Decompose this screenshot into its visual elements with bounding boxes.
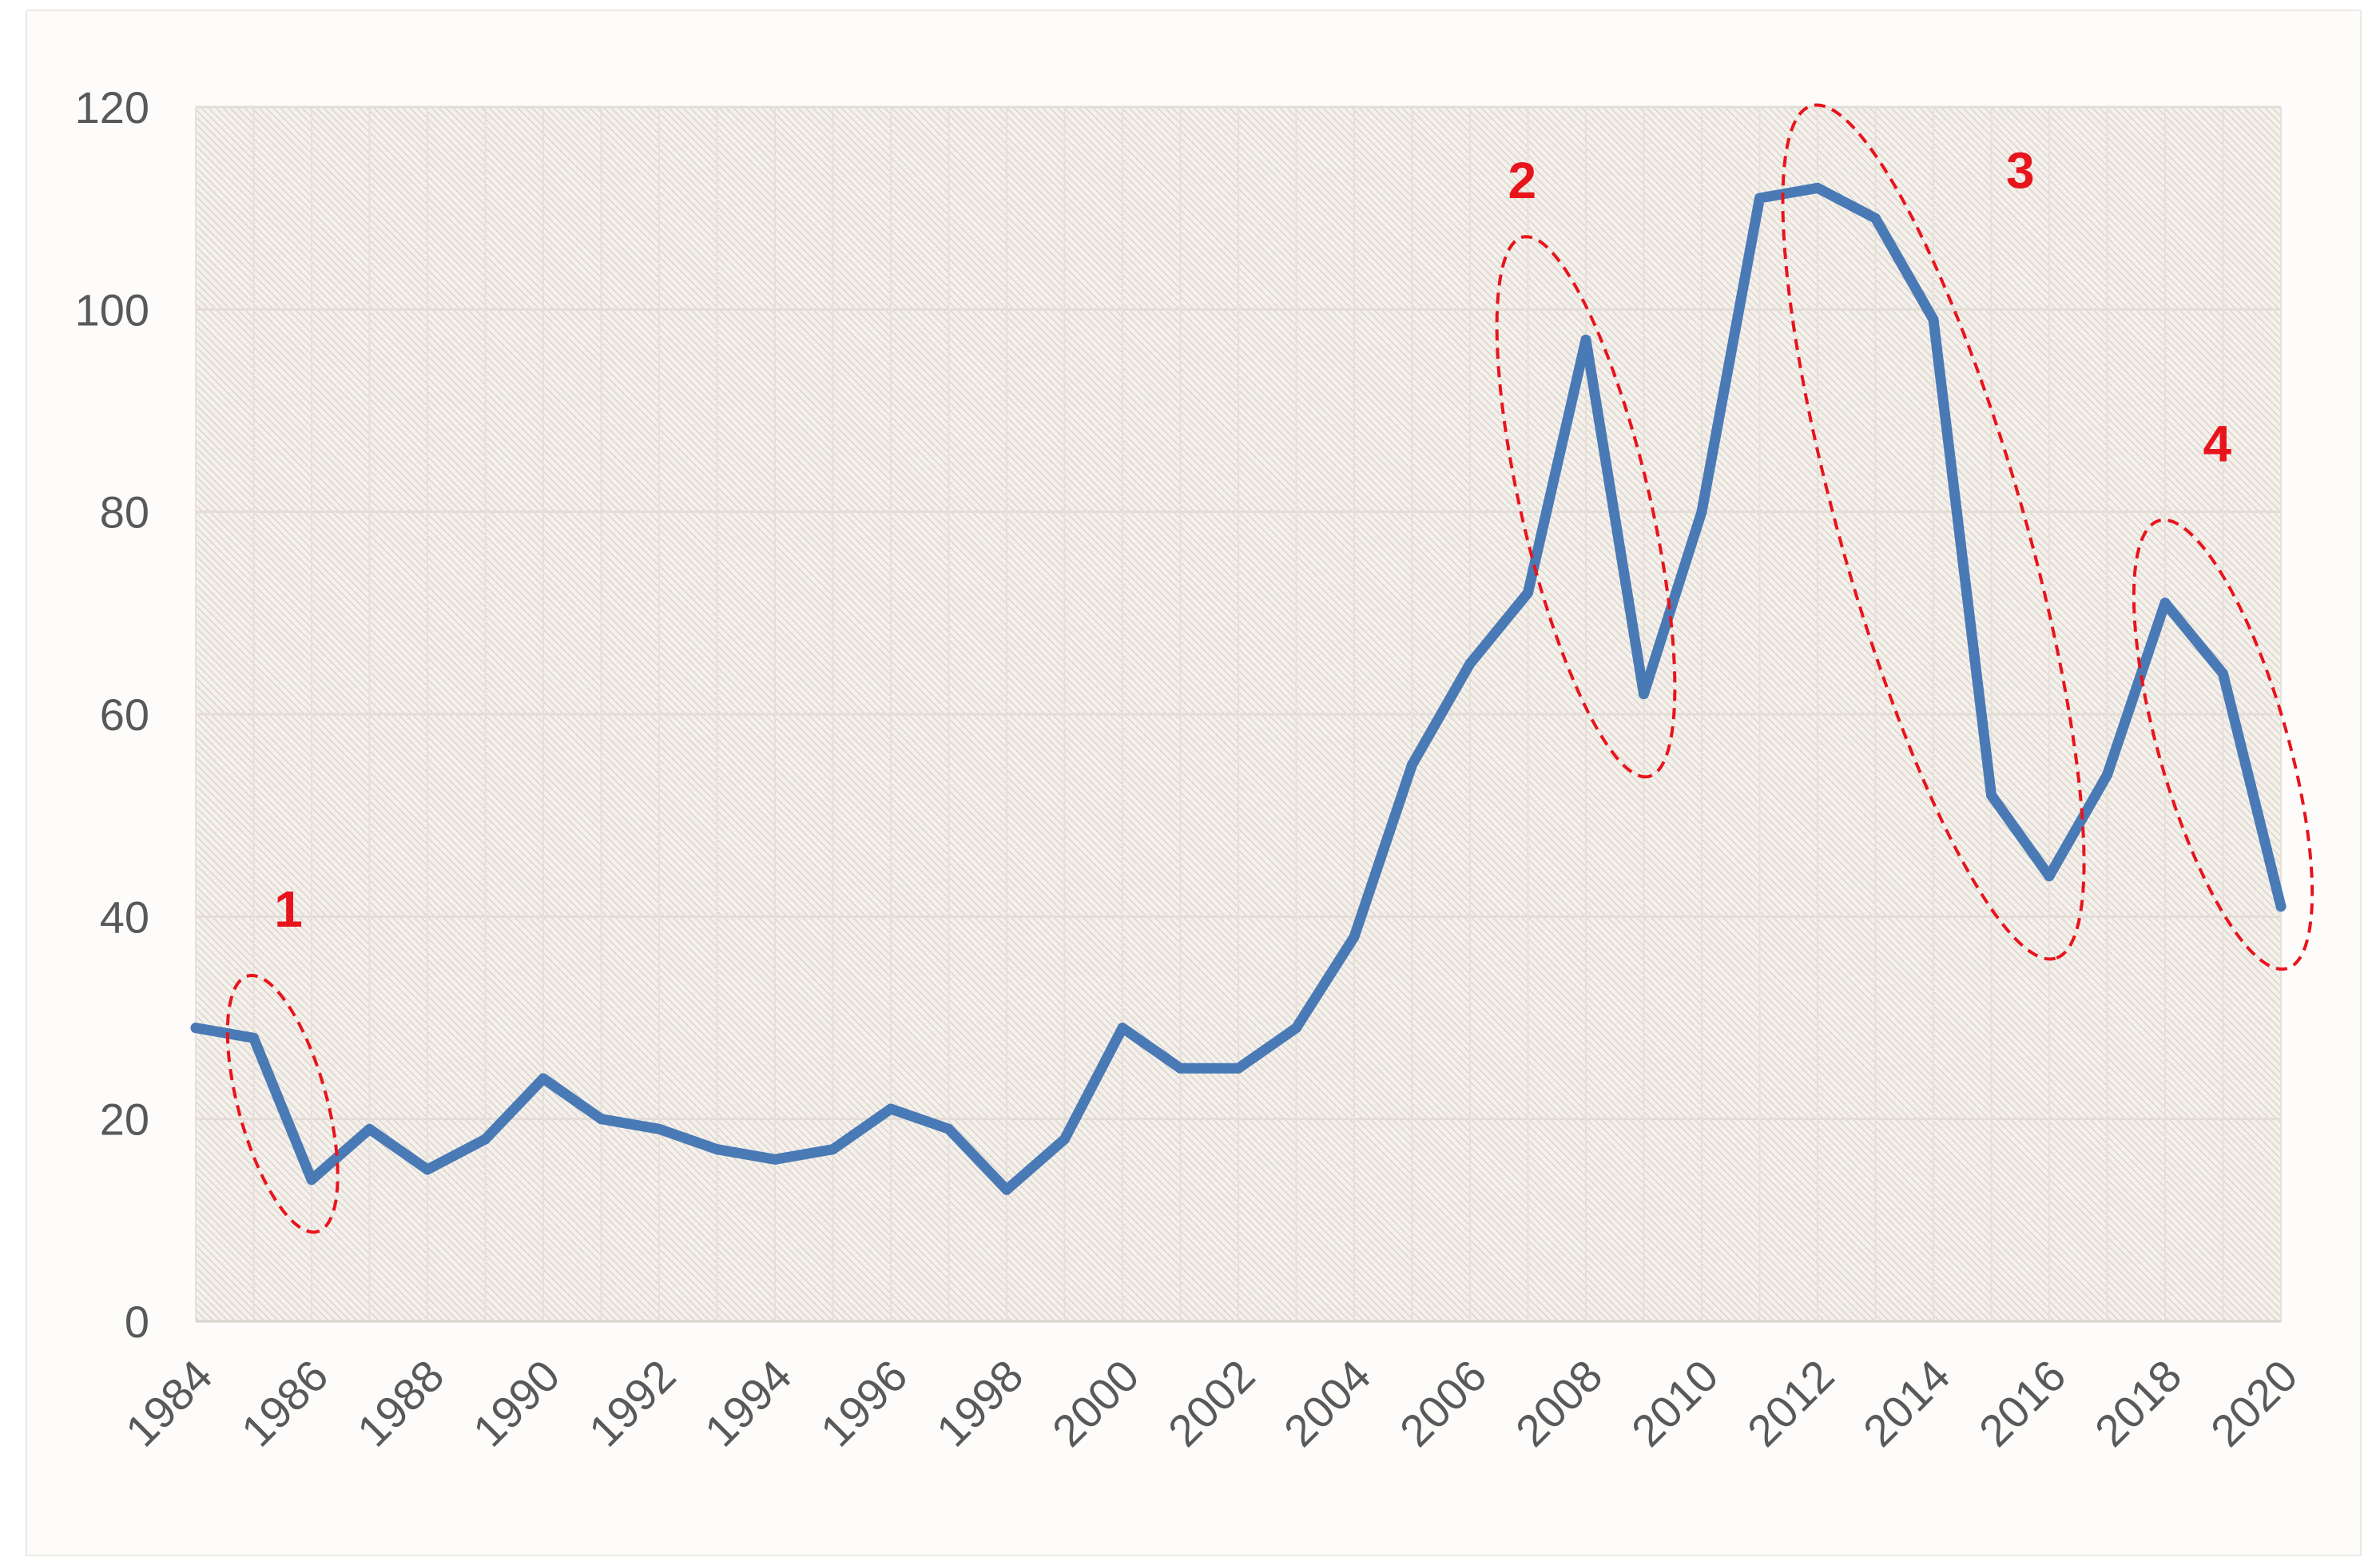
x-tick-label: 1984	[116, 1350, 222, 1456]
x-tick-label: 1994	[695, 1350, 801, 1456]
grid-lines	[195, 105, 2282, 1323]
x-tick-label: 2018	[2085, 1350, 2191, 1456]
y-tick-label: 80	[100, 487, 149, 538]
data-point	[1523, 587, 1533, 598]
data-point	[1928, 314, 1939, 325]
data-point	[422, 1164, 433, 1175]
data-point	[654, 1123, 665, 1134]
x-tick-label: 2014	[1854, 1350, 1960, 1456]
x-tick-label: 2000	[1043, 1350, 1149, 1456]
annotation-layer: 1 2 3 4	[225, 103, 2314, 1234]
data-point	[1580, 334, 1591, 345]
data-point	[1117, 1023, 1128, 1034]
data-point	[190, 1023, 201, 1034]
data-point	[1175, 1063, 1186, 1074]
y-tick-label: 0	[125, 1297, 149, 1347]
data-point	[1291, 1023, 1301, 1034]
data-point	[944, 1123, 954, 1134]
data-point	[480, 1134, 491, 1145]
x-tick-label: 2006	[1390, 1350, 1496, 1456]
x-tick-label: 1990	[463, 1350, 570, 1456]
x-tick-label: 2012	[1738, 1350, 1844, 1456]
y-tick-label: 100	[75, 284, 149, 335]
y-tick-label: 20	[100, 1094, 149, 1145]
data-point	[2275, 901, 2287, 912]
data-point	[885, 1103, 896, 1114]
annotation-ellipse-2	[1495, 235, 1677, 779]
data-point	[1754, 193, 1765, 204]
data-point	[828, 1144, 838, 1155]
x-tick-label: 2004	[1274, 1350, 1381, 1456]
data-point	[2044, 871, 2055, 882]
data-point	[596, 1114, 606, 1125]
data-point	[1233, 1063, 1244, 1074]
annotation-ellipse-4	[2132, 518, 2314, 971]
annotation-label-1: 1	[274, 880, 303, 938]
data-point	[364, 1123, 375, 1134]
data-point	[306, 1174, 317, 1186]
data-point	[1986, 789, 1997, 800]
data-point	[2102, 769, 2112, 781]
y-tick-label: 120	[75, 82, 149, 133]
data-point	[1639, 689, 1649, 700]
series-layer	[190, 182, 2287, 1195]
data-point	[712, 1144, 722, 1155]
data-point	[1696, 506, 1707, 518]
data-point	[769, 1154, 781, 1165]
x-tick-label: 2010	[1622, 1350, 1728, 1456]
data-point	[1059, 1134, 1070, 1145]
annotation-ellipse-1	[225, 973, 340, 1234]
data-point	[1407, 759, 1417, 770]
data-point	[2218, 668, 2228, 679]
x-tick-label: 1986	[232, 1350, 338, 1456]
data-point	[2159, 598, 2171, 609]
x-tick-label: 1996	[811, 1350, 917, 1456]
data-point	[1464, 658, 1476, 669]
x-tick-label: 1998	[927, 1350, 1033, 1456]
x-axis: 1984 1986 1988 1990 1992 1994 1996 1998 2000 2002…	[116, 1350, 2307, 1456]
x-tick-label: 1992	[579, 1350, 685, 1456]
x-tick-label: 2020	[2201, 1350, 2307, 1456]
y-axis: 0 20 40 60 80 100 120	[75, 82, 149, 1347]
data-point	[1001, 1184, 1012, 1195]
x-tick-label: 1988	[348, 1350, 454, 1456]
data-point	[1349, 931, 1360, 943]
x-tick-label: 2002	[1158, 1350, 1265, 1456]
data-point	[1812, 182, 1823, 193]
annotation-label-4: 4	[2203, 415, 2231, 472]
x-tick-label: 2016	[1969, 1350, 2076, 1456]
annotation-label-2: 2	[1508, 152, 1536, 209]
data-point	[248, 1032, 259, 1043]
annotation-label-3: 3	[2006, 141, 2035, 199]
annotation-ellipse-3	[1781, 103, 2086, 961]
data-point	[538, 1073, 549, 1084]
data-point	[1870, 213, 1881, 224]
x-tick-label: 2008	[1506, 1350, 1612, 1456]
y-tick-label: 60	[100, 689, 149, 740]
y-tick-label: 40	[100, 892, 149, 942]
